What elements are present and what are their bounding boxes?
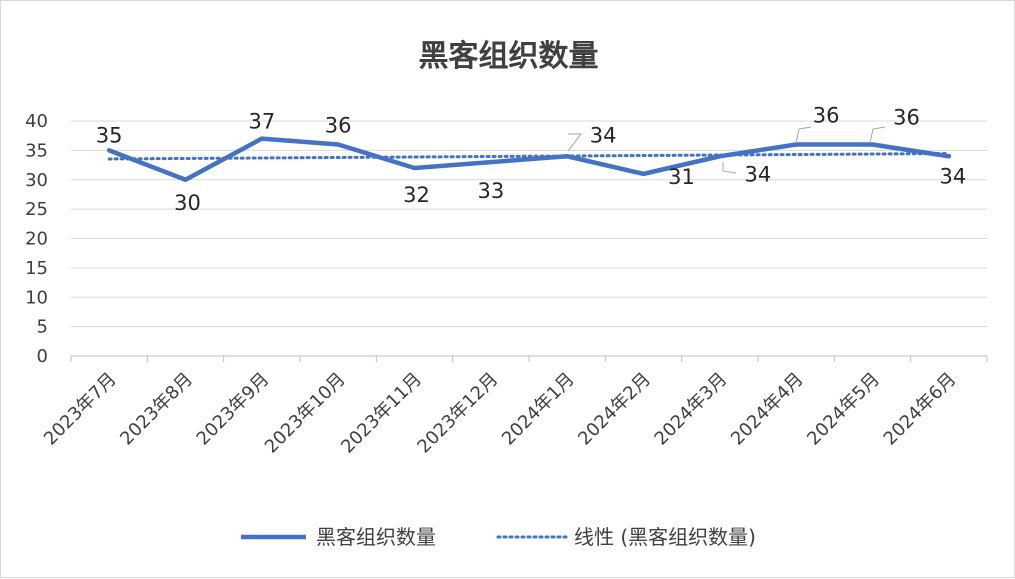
legend-label-trend: 线性 (黑客组织数量) [574,525,756,549]
data-point [870,142,875,147]
data-point [565,154,570,159]
data-point [794,142,799,147]
x-tick-label: 2023年11月 [337,369,426,458]
data-label: 36 [325,114,352,138]
leader-line [869,126,886,144]
data-label: 34 [590,123,617,147]
y-tick-label: 20 [25,229,48,250]
data-point [259,136,264,141]
y-tick-label: 30 [25,170,48,191]
x-tick-label: 2024年6月 [880,369,961,450]
x-tick-label: 2023年7月 [40,369,121,450]
y-tick-label: 0 [37,346,48,367]
x-tick-label: 2024年4月 [727,369,808,450]
y-tick-label: 5 [37,317,48,338]
data-point [107,148,112,153]
data-label: 36 [813,104,840,128]
data-label: 32 [403,183,430,207]
data-label: 30 [174,191,201,215]
y-tick-label: 25 [25,199,48,220]
legend-label-main: 黑客组织数量 [316,525,436,549]
data-point [183,177,188,182]
x-tick-label: 2024年3月 [651,369,732,450]
data-label: 37 [248,110,275,134]
x-tick-label: 2024年2月 [574,369,655,450]
data-label: 33 [477,179,504,203]
leader-line [567,133,583,152]
leader-line [722,162,737,174]
trendline [107,152,951,161]
x-tick-label: 2023年9月 [193,369,274,450]
x-tick-label: 2023年8月 [116,369,197,450]
y-tick-label: 10 [25,287,48,308]
x-tick-label: 2023年10月 [261,369,350,458]
data-point [641,171,646,176]
data-label: 34 [744,162,771,186]
x-tick-label: 2023年12月 [413,369,502,458]
data-point [488,160,493,165]
y-tick-label: 40 [25,111,48,132]
data-label: 34 [939,164,966,188]
data-point [717,154,722,159]
data-point [946,154,951,159]
data-point [336,142,341,147]
y-tick-label: 35 [25,140,48,161]
x-tick-label: 2024年5月 [803,369,884,450]
chart-title: 黑客组织数量 [418,39,599,74]
y-tick-label: 15 [25,258,48,279]
data-label: 31 [668,165,695,189]
data-label: 35 [96,123,123,147]
leader-line [795,126,812,144]
data-point [412,166,417,170]
data-label: 36 [893,106,920,130]
x-tick-label: 2024年1月 [498,369,579,450]
series-line [106,136,952,182]
